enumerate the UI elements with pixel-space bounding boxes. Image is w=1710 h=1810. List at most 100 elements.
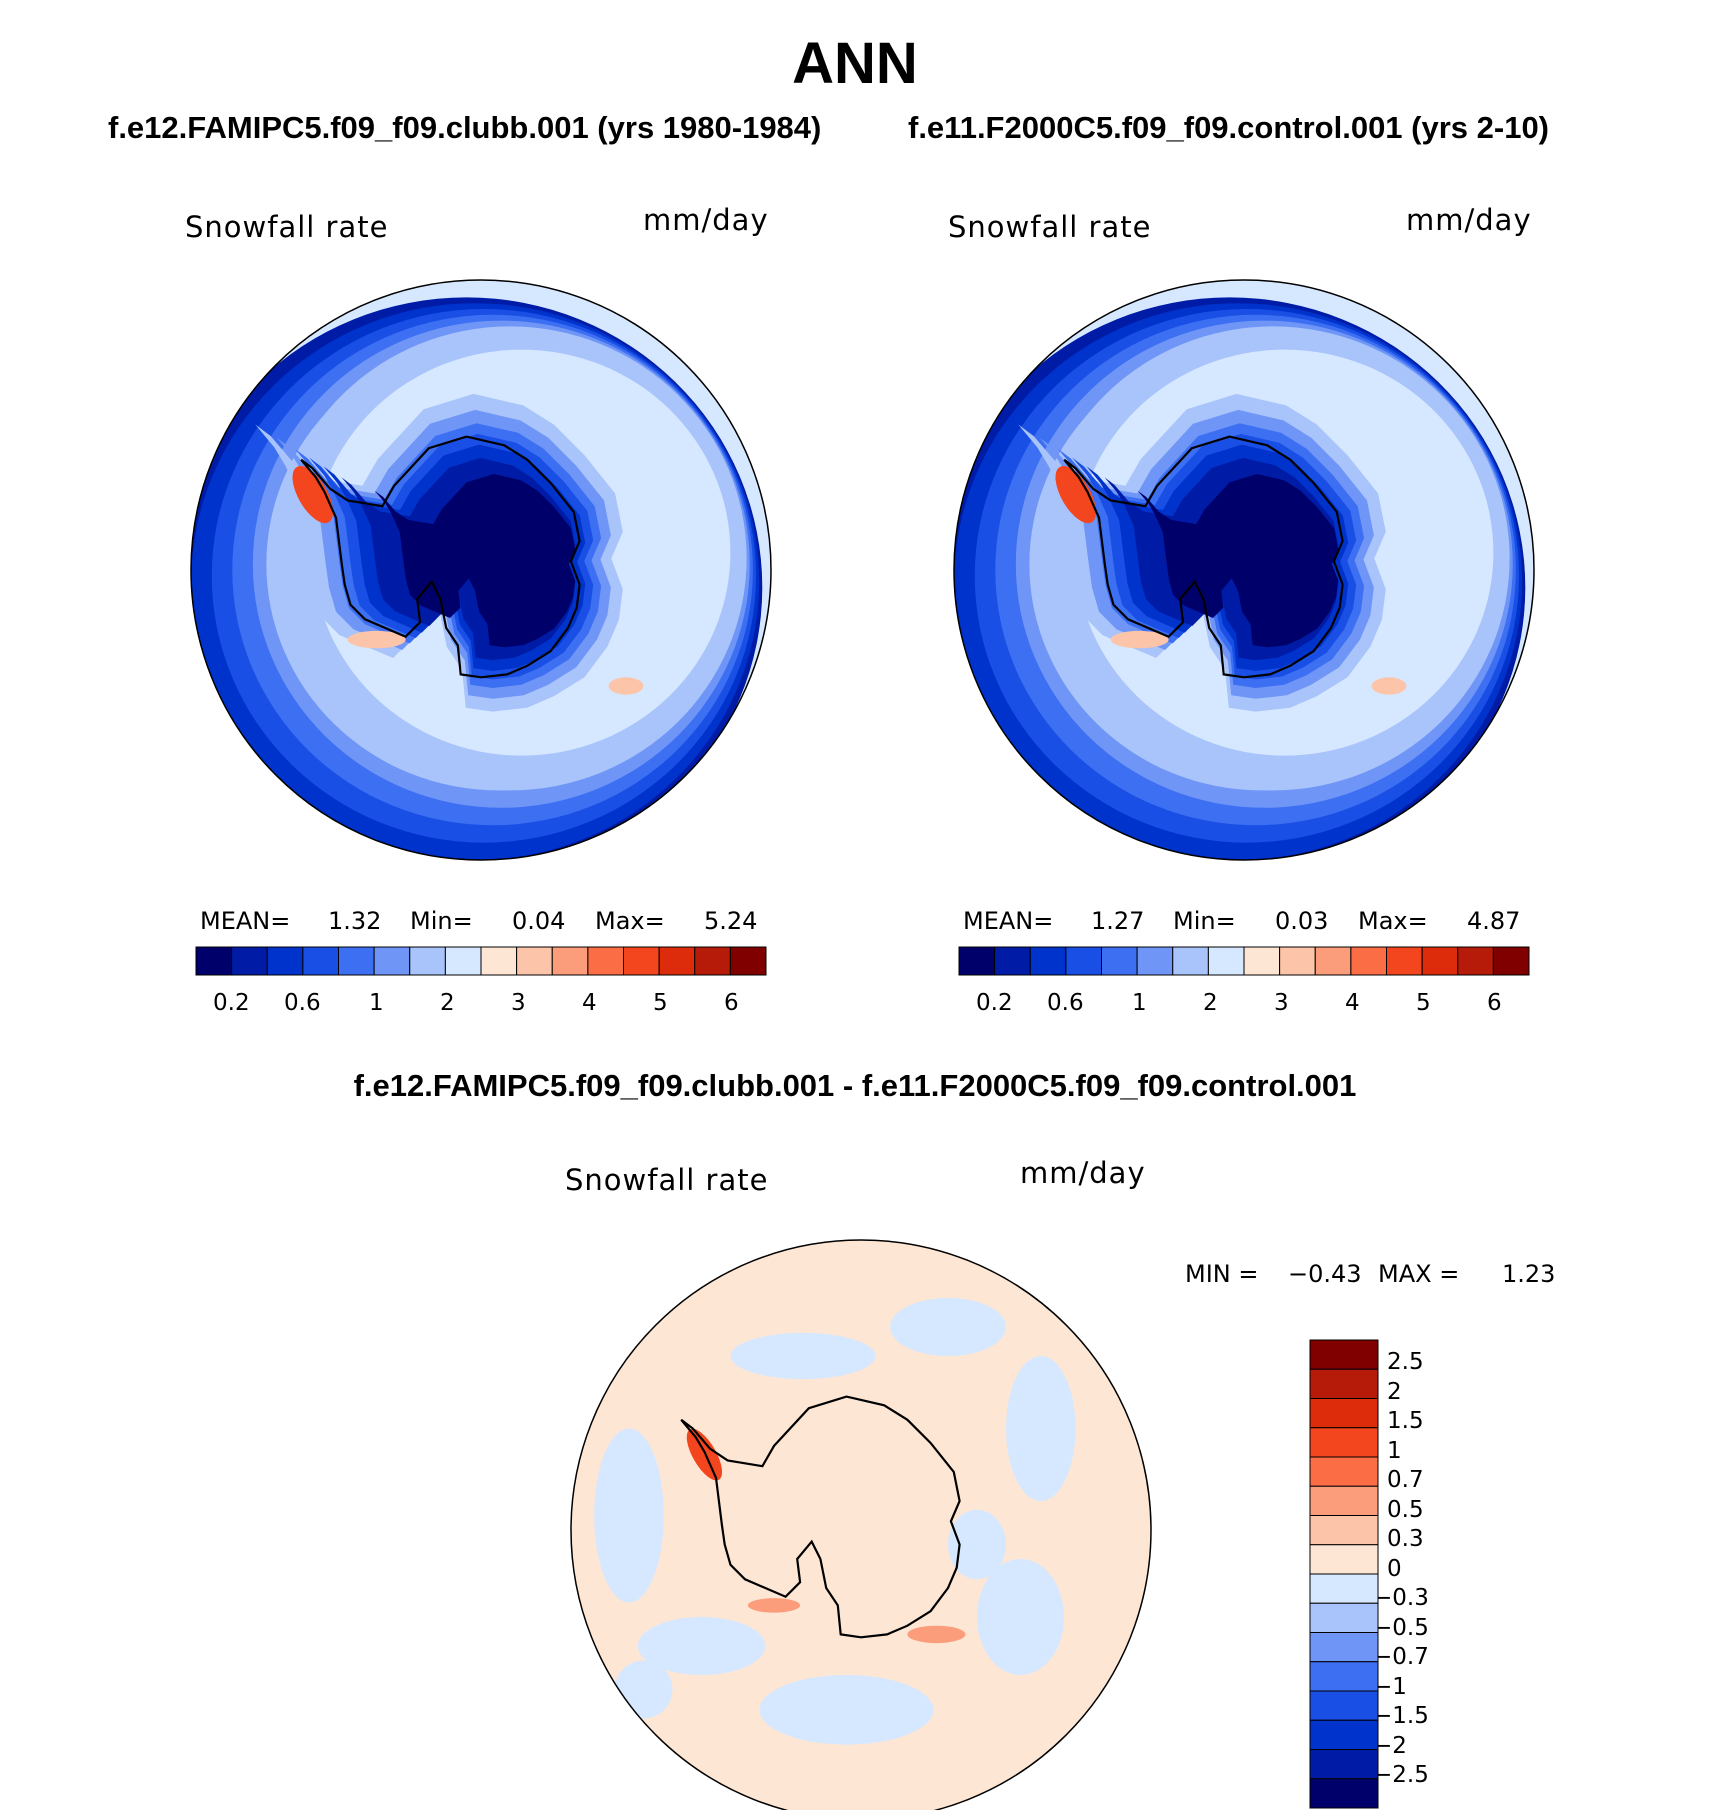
- map-field: [571, 1240, 1151, 1810]
- diff-max-value: 1.23: [1502, 1260, 1556, 1288]
- positive-peak: [747, 1598, 801, 1613]
- colorbar-swatch: [1279, 946, 1316, 976]
- cbar-diff-tick: −2.5: [1373, 1762, 1429, 1788]
- colorbar-swatch: [1243, 946, 1281, 976]
- colorbar-swatch: [1101, 946, 1138, 976]
- negative-anomaly: [759, 1675, 934, 1745]
- panel-1-map: [190, 279, 772, 861]
- panel-2-max-label: Max=: [1358, 907, 1428, 935]
- colorbar-swatch: [958, 946, 996, 976]
- colorbar-swatch: [231, 946, 268, 976]
- coastline: [300, 435, 581, 679]
- cbar-diff-tick: 0.7: [1387, 1467, 1424, 1493]
- colorbar-swatch: [1386, 946, 1423, 976]
- cbar-diff-tick: 0.3: [1387, 1526, 1424, 1552]
- panel-1-max-label: Max=: [595, 907, 665, 935]
- cbar-1-tick: 2: [440, 990, 455, 1016]
- cbar-2-tick: 6: [1487, 990, 1502, 1016]
- panel-1-variable-label: Snowfall rate: [185, 210, 389, 244]
- cbar-1-tick: 5: [653, 990, 668, 1016]
- cbar-diff-tick: −1.5: [1373, 1703, 1429, 1729]
- cbar-2-tick: 3: [1274, 990, 1289, 1016]
- diff-title: f.e12.FAMIPC5.f09_f09.clubb.001 - f.e11.…: [353, 1068, 1357, 1103]
- colorbar-swatch: [551, 946, 589, 976]
- panel-1-mean-value: 1.32: [328, 907, 382, 935]
- panel-1-mean-label: MEAN=: [200, 907, 291, 935]
- cbar-diff-tick: −0.5: [1373, 1615, 1429, 1641]
- cbar-2-tick: 2: [1203, 990, 1218, 1016]
- colorbar-swatch: [1309, 1690, 1379, 1721]
- colorbar-swatch: [658, 946, 696, 976]
- colorbar-swatch: [302, 946, 339, 976]
- map-boundary: [953, 279, 1535, 861]
- colorbar-swatch: [1309, 1602, 1379, 1633]
- colorbar-swatch: [338, 946, 375, 976]
- negative-anomaly: [1006, 1356, 1076, 1501]
- panel-2-colorbar: [958, 946, 1530, 976]
- diff-variable-label: Snowfall rate: [565, 1163, 769, 1197]
- colorbar-swatch: [694, 946, 731, 976]
- panel-1-min-value: 0.04: [512, 907, 566, 935]
- colorbar-swatch: [729, 946, 767, 976]
- cbar-1-tick: 4: [582, 990, 597, 1016]
- cbar-2-tick: 4: [1345, 990, 1360, 1016]
- figure-title: ANN: [792, 31, 918, 96]
- cbar-2-tick: 5: [1416, 990, 1431, 1016]
- map-boundary: [570, 1239, 1152, 1810]
- negative-anomaly: [637, 1617, 766, 1675]
- colorbar-swatch: [266, 946, 304, 976]
- positive-field: [571, 1240, 1151, 1810]
- diff-max-label: MAX =: [1378, 1260, 1460, 1288]
- cbar-diff-tick: −2: [1373, 1733, 1407, 1759]
- colorbar-swatch: [1136, 946, 1174, 976]
- colorbar-swatch: [1314, 946, 1352, 976]
- negative-anomaly: [730, 1332, 876, 1380]
- panel-2-case-title: f.e11.F2000C5.f09_f09.control.001 (yrs 2…: [908, 110, 1550, 145]
- cbar-diff-tick: −0.7: [1373, 1644, 1429, 1670]
- panel-2-mean-label: MEAN=: [963, 907, 1054, 935]
- colorbar-swatch: [1309, 1515, 1379, 1546]
- cbar-diff-tick: 1: [1387, 1438, 1402, 1464]
- panel-2-min-value: 0.03: [1275, 907, 1329, 935]
- colorbar-swatch: [623, 946, 660, 976]
- colorbar-swatch: [1309, 1456, 1379, 1487]
- cbar-diff-tick: 1.5: [1387, 1408, 1424, 1434]
- panel-2-max-value: 4.87: [1467, 907, 1521, 935]
- cbar-1-tick: 0.2: [213, 990, 250, 1016]
- colorbar-swatch: [1309, 1368, 1379, 1399]
- coastal-maximum: [292, 466, 334, 524]
- diff-map: [570, 1239, 1152, 1810]
- colorbar-swatch: [1309, 1778, 1379, 1809]
- cbar-1-tick: 0.6: [284, 990, 321, 1016]
- panel-1-max-value: 5.24: [704, 907, 758, 935]
- colorbar-swatch: [1207, 946, 1245, 976]
- colorbar-swatch: [1309, 1485, 1379, 1516]
- colorbar-swatch: [1172, 946, 1209, 976]
- colorbar-swatch: [1421, 946, 1459, 976]
- colorbar-swatch: [1065, 946, 1102, 976]
- colorbar-swatch: [587, 946, 624, 976]
- colorbar-swatch: [409, 946, 446, 976]
- diff-colorbar: [1309, 1339, 1379, 1809]
- cbar-2-tick: 1: [1132, 990, 1147, 1016]
- map-boundary: [190, 279, 772, 861]
- negative-anomaly: [594, 1428, 664, 1603]
- coastal-maximum: [347, 630, 406, 649]
- cbar-diff-tick: −0.3: [1373, 1585, 1429, 1611]
- negative-anomaly: [977, 1559, 1064, 1675]
- cbar-diff-tick: 0.5: [1387, 1497, 1424, 1523]
- panel-1-units-label: mm/day: [643, 203, 769, 237]
- coastal-maximum: [1110, 630, 1169, 649]
- colorbar-swatch: [1309, 1719, 1379, 1750]
- plateau-minimum: [1137, 474, 1339, 648]
- colorbar-swatch: [516, 946, 553, 976]
- diff-min-label: MIN =: [1185, 1260, 1259, 1288]
- cbar-1-tick: 1: [369, 990, 384, 1016]
- colorbar-swatch: [1309, 1749, 1379, 1780]
- coastline: [1063, 435, 1344, 679]
- positive-peak: [686, 1428, 723, 1481]
- map-field: [191, 280, 771, 860]
- map-field: [954, 280, 1534, 860]
- cbar-1-tick: 3: [511, 990, 526, 1016]
